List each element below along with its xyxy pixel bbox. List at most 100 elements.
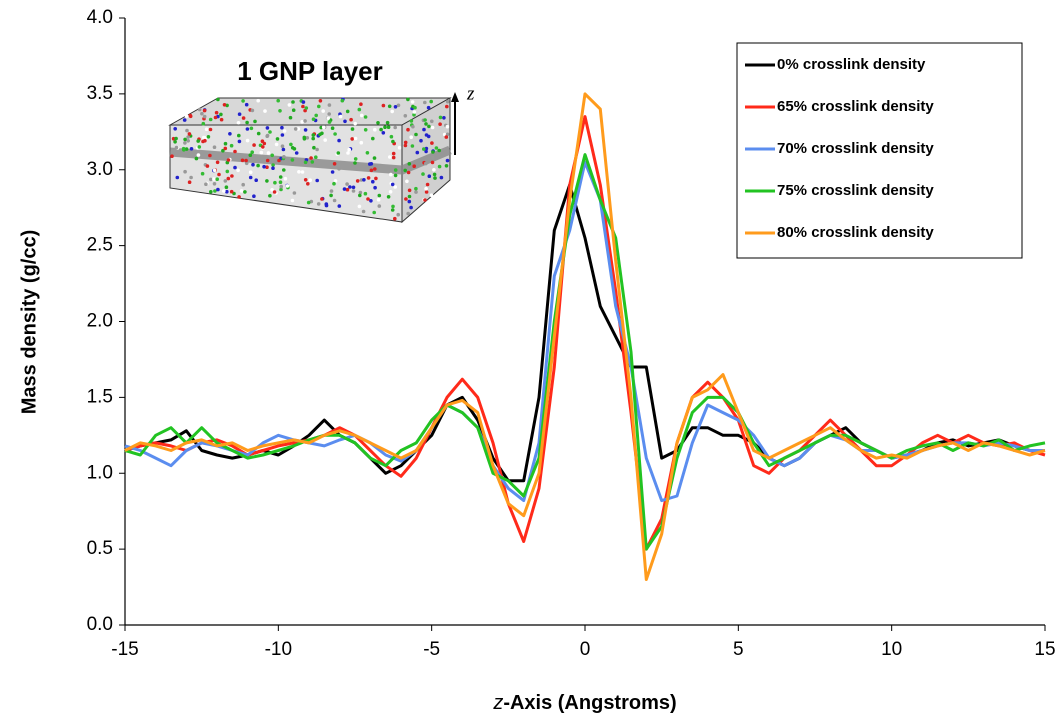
inset-dot — [236, 121, 241, 125]
inset-dot — [223, 146, 228, 151]
inset-dot — [351, 185, 356, 190]
inset-dot — [170, 154, 174, 158]
inset-dot — [187, 180, 192, 184]
inset-dot — [345, 187, 350, 192]
inset-dot — [393, 168, 398, 172]
inset-dot — [187, 132, 192, 136]
data-line — [124, 115, 1046, 551]
x-tick-label: -15 — [111, 639, 138, 660]
inset-dot — [188, 113, 193, 118]
inset-dot — [216, 187, 220, 192]
inset-dot — [424, 190, 429, 194]
inset-dot — [412, 164, 417, 168]
inset-dot — [219, 112, 223, 117]
inset-dot — [431, 155, 435, 160]
inset-dot — [442, 132, 447, 137]
inset-dot — [426, 105, 431, 110]
inset-dot — [225, 169, 230, 174]
legend-label: 80% crosslink density — [777, 224, 934, 241]
inset-dot — [425, 182, 430, 187]
inset-dot — [270, 153, 275, 158]
y-tick-label: 1.0 — [87, 462, 113, 483]
inset-dot — [251, 162, 255, 167]
inset-dot — [245, 127, 250, 131]
inset-dot — [371, 179, 375, 184]
inset-dot — [233, 149, 237, 154]
inset-dot — [403, 114, 408, 118]
inset-dot — [261, 145, 265, 149]
inset-dot — [260, 139, 265, 143]
inset-dot — [324, 203, 329, 208]
inset-dot — [410, 144, 415, 148]
y-tick-label: 1.5 — [87, 386, 113, 407]
inset-dot — [222, 189, 226, 193]
inset-dot — [252, 194, 256, 198]
y-tick-label: 4.0 — [87, 7, 113, 28]
inset-dot — [386, 195, 391, 199]
inset-dot — [226, 176, 231, 181]
inset-dot — [303, 160, 308, 165]
inset-dot — [403, 168, 408, 173]
inset-dot — [300, 120, 305, 124]
inset-dot — [355, 179, 360, 183]
inset-dot — [222, 103, 227, 107]
inset-dot — [393, 105, 398, 109]
inset-dot — [323, 138, 328, 142]
inset-dot — [407, 199, 412, 204]
inset-dot — [359, 102, 363, 106]
inset-dot — [439, 175, 444, 180]
inset-dot — [209, 190, 213, 194]
inset-dot — [294, 151, 299, 155]
inset-dot — [273, 180, 277, 185]
inset-dot — [383, 125, 387, 129]
inset-dot — [256, 98, 261, 103]
inset-dot — [430, 119, 434, 124]
inset-dot — [174, 145, 179, 150]
inset-dot — [252, 143, 256, 147]
inset-dot — [410, 100, 415, 104]
inset-dot — [315, 178, 320, 183]
inset-dot — [358, 190, 363, 195]
inset-dot — [421, 172, 425, 176]
inset-dot — [391, 155, 396, 160]
inset-dot — [201, 121, 206, 126]
inset-dot — [213, 115, 218, 120]
inset-dot — [363, 191, 368, 196]
x-axis-title-italic: z — [492, 692, 503, 714]
inset-dot — [365, 151, 370, 155]
inset-dot — [287, 103, 292, 107]
inset-dot — [423, 100, 427, 105]
inset-dot — [390, 182, 395, 187]
inset-dot — [301, 104, 305, 109]
inset-dot — [393, 173, 398, 178]
inset-dot — [263, 109, 267, 113]
inset-dot — [406, 97, 410, 102]
inset-dot — [362, 178, 366, 182]
inset-dot — [379, 127, 383, 132]
inset-dot — [306, 200, 311, 205]
inset-dot — [291, 100, 295, 104]
y-tick-label: 3.5 — [87, 83, 113, 104]
data-line — [124, 153, 1046, 551]
inset-dot — [332, 198, 337, 203]
inset-dot — [361, 209, 366, 214]
inset-dot — [248, 153, 253, 157]
inset-dot — [385, 120, 390, 125]
inset-dot — [311, 117, 316, 121]
inset-dot — [229, 143, 234, 148]
inset-dot — [290, 198, 295, 203]
inset-dot — [315, 147, 319, 152]
inset-dot — [243, 190, 247, 194]
inset-dot — [358, 193, 362, 198]
inset-dot — [366, 197, 370, 201]
inset-dot — [296, 127, 301, 131]
inset-dot — [297, 170, 301, 174]
inset-dot — [427, 174, 432, 178]
inset-dot — [332, 162, 337, 166]
inset-dot — [262, 164, 266, 169]
inset-dot — [318, 132, 322, 137]
inset-dot — [424, 122, 428, 126]
inset-dot — [396, 212, 401, 217]
inset-dot — [288, 115, 293, 120]
inset-dot — [391, 151, 396, 156]
